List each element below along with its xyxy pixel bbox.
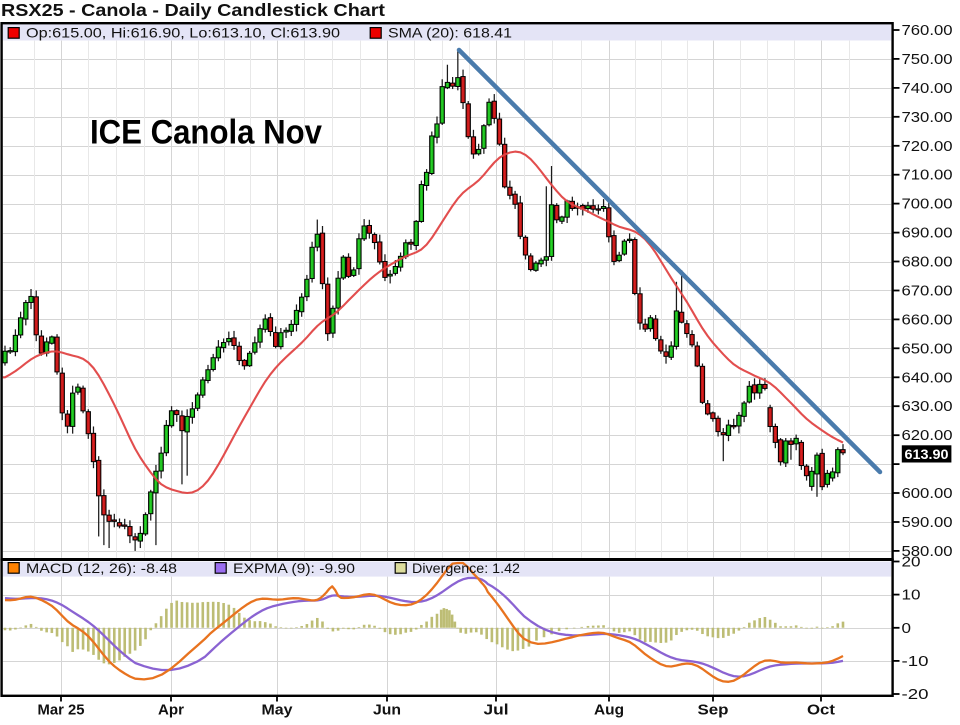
svg-text:May: May xyxy=(262,703,293,719)
svg-text:Jul: Jul xyxy=(484,703,509,719)
svg-text:Apr: Apr xyxy=(158,703,184,719)
svg-text:SMA (20): 618.41: SMA (20): 618.41 xyxy=(388,26,512,41)
svg-text:660.00: 660.00 xyxy=(902,312,953,328)
svg-text:620.00: 620.00 xyxy=(902,428,953,444)
svg-text:RSX25 - Canola - Daily Candles: RSX25 - Canola - Daily Candlestick Chart xyxy=(1,0,385,20)
svg-text:750.00: 750.00 xyxy=(902,52,953,68)
svg-text:Aug: Aug xyxy=(594,703,624,719)
svg-text:EXPMA (9): -9.90: EXPMA (9): -9.90 xyxy=(233,561,355,576)
svg-text:Divergence: 1.42: Divergence: 1.42 xyxy=(412,561,520,576)
svg-text:710.00: 710.00 xyxy=(902,168,953,184)
svg-text:MACD (12, 26): -8.48: MACD (12, 26): -8.48 xyxy=(26,561,177,576)
svg-text:670.00: 670.00 xyxy=(902,284,953,300)
svg-text:700.00: 700.00 xyxy=(902,197,953,213)
svg-text:590.00: 590.00 xyxy=(902,515,953,531)
svg-text:760.00: 760.00 xyxy=(902,23,953,39)
svg-text:-10: -10 xyxy=(902,654,929,670)
svg-text:Sep: Sep xyxy=(698,703,729,719)
svg-text:-20: -20 xyxy=(902,687,929,703)
svg-text:740.00: 740.00 xyxy=(902,81,953,97)
svg-text:650.00: 650.00 xyxy=(902,341,953,357)
svg-text:730.00: 730.00 xyxy=(902,110,953,126)
svg-text:Mar 25: Mar 25 xyxy=(38,703,85,719)
svg-text:ICE Canola Nov: ICE Canola Nov xyxy=(90,113,322,151)
svg-text:10: 10 xyxy=(902,588,921,604)
svg-text:640.00: 640.00 xyxy=(902,370,953,386)
svg-text:Jun: Jun xyxy=(373,703,401,719)
svg-text:720.00: 720.00 xyxy=(902,139,953,155)
svg-text:630.00: 630.00 xyxy=(902,399,953,415)
svg-text:600.00: 600.00 xyxy=(902,486,953,502)
svg-text:690.00: 690.00 xyxy=(902,226,953,242)
svg-text:613.90: 613.90 xyxy=(905,447,949,462)
svg-text:0: 0 xyxy=(902,621,912,637)
svg-text:580.00: 580.00 xyxy=(902,544,953,560)
svg-text:680.00: 680.00 xyxy=(902,255,953,271)
svg-text:20: 20 xyxy=(902,555,921,571)
svg-text:Oct: Oct xyxy=(807,703,835,719)
svg-text:Op:615.00, Hi:616.90, Lo:613.1: Op:615.00, Hi:616.90, Lo:613.10, Cl:613.… xyxy=(26,26,341,41)
